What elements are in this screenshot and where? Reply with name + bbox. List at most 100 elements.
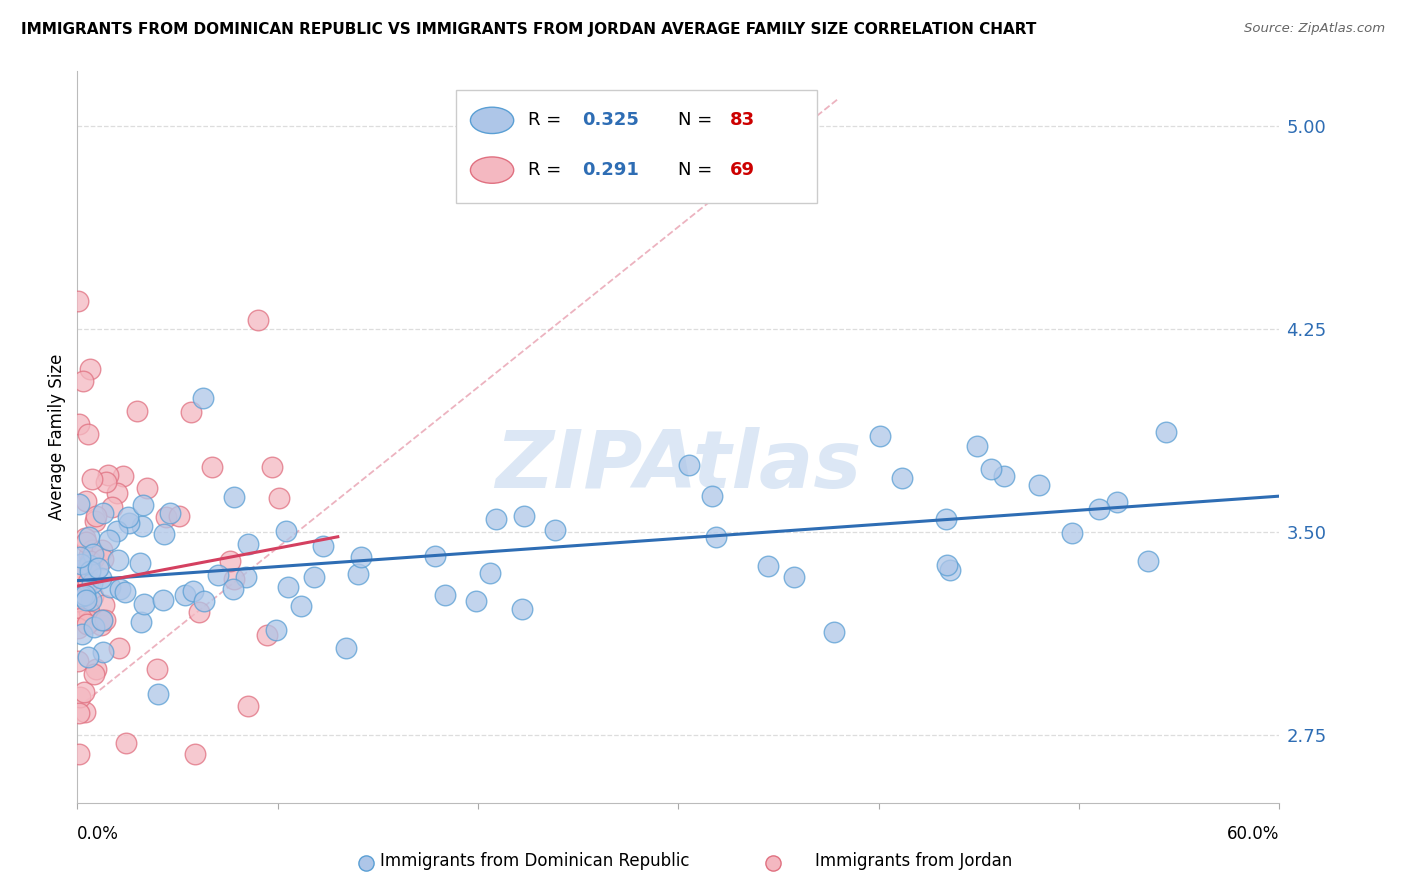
Point xyxy=(433,588,456,602)
Point xyxy=(70,627,93,641)
Point xyxy=(118,516,141,531)
Point xyxy=(67,654,90,668)
Point xyxy=(105,485,128,500)
Point xyxy=(114,736,136,750)
Point xyxy=(77,548,100,562)
Point xyxy=(136,481,159,495)
Point xyxy=(91,506,114,520)
Point xyxy=(938,563,960,577)
Point xyxy=(75,593,97,607)
Point xyxy=(159,507,181,521)
Point xyxy=(354,855,377,870)
Point xyxy=(84,662,107,676)
Point xyxy=(69,558,91,572)
Point xyxy=(935,512,957,526)
Point xyxy=(83,667,105,681)
Point xyxy=(180,405,202,419)
Point xyxy=(678,458,700,473)
Point xyxy=(91,552,114,566)
Point xyxy=(77,574,100,589)
Point xyxy=(77,530,100,544)
Point xyxy=(72,582,94,597)
Point xyxy=(290,599,312,614)
Point xyxy=(69,550,91,565)
Point xyxy=(67,497,90,511)
Point xyxy=(174,588,197,602)
Point xyxy=(146,688,169,702)
Point xyxy=(98,533,121,548)
Point xyxy=(131,615,153,630)
Point xyxy=(1060,526,1083,541)
Point xyxy=(97,468,120,483)
Text: 83: 83 xyxy=(730,112,755,129)
Point xyxy=(758,559,780,574)
Point xyxy=(238,698,260,713)
Point xyxy=(465,594,488,608)
Point xyxy=(155,509,177,524)
Point xyxy=(93,598,115,612)
Point xyxy=(187,605,209,619)
Point xyxy=(90,571,112,585)
Point xyxy=(69,570,91,584)
Point xyxy=(67,294,90,309)
Circle shape xyxy=(471,157,513,183)
Point xyxy=(117,510,139,524)
Point xyxy=(993,469,1015,483)
Point xyxy=(302,570,325,584)
Text: ZIPAtlas: ZIPAtlas xyxy=(495,427,862,506)
Point xyxy=(966,439,988,453)
Point xyxy=(67,593,90,607)
Point xyxy=(423,549,446,563)
Point xyxy=(75,494,97,508)
Point xyxy=(484,512,506,526)
Point xyxy=(129,556,152,570)
Point xyxy=(235,570,257,584)
Point xyxy=(510,601,533,615)
Point xyxy=(346,567,368,582)
Text: 60.0%: 60.0% xyxy=(1227,825,1279,843)
Point xyxy=(91,645,114,659)
Point xyxy=(274,524,297,539)
Point xyxy=(73,588,96,602)
Point xyxy=(246,313,269,327)
Point xyxy=(69,611,91,625)
Point xyxy=(75,705,97,719)
Point xyxy=(75,535,97,549)
Point xyxy=(980,462,1002,476)
Point xyxy=(935,558,957,572)
Text: 0.0%: 0.0% xyxy=(77,825,120,843)
Text: N =: N = xyxy=(679,112,713,129)
Point xyxy=(201,459,224,474)
Point xyxy=(67,417,90,431)
Point xyxy=(108,641,131,656)
Point xyxy=(181,584,204,599)
Point xyxy=(82,543,104,558)
Text: 69: 69 xyxy=(730,161,755,179)
Point xyxy=(98,581,121,595)
Point xyxy=(127,404,149,418)
Point xyxy=(77,599,100,614)
Point xyxy=(79,554,101,568)
Point xyxy=(72,574,94,589)
Point xyxy=(108,582,131,596)
Point xyxy=(891,471,914,485)
Point xyxy=(79,564,101,578)
Point xyxy=(79,614,101,628)
Y-axis label: Average Family Size: Average Family Size xyxy=(48,354,66,520)
Point xyxy=(191,391,214,405)
Point xyxy=(90,613,112,627)
Point xyxy=(82,590,104,604)
Text: Source: ZipAtlas.com: Source: ZipAtlas.com xyxy=(1244,22,1385,36)
Point xyxy=(131,519,153,533)
Point xyxy=(132,499,155,513)
Point xyxy=(111,469,134,483)
Point xyxy=(207,567,229,582)
Point xyxy=(70,591,93,605)
Text: Immigrants from Jordan: Immigrants from Jordan xyxy=(815,852,1012,870)
Point xyxy=(105,524,128,539)
Point xyxy=(90,617,112,632)
Point xyxy=(107,553,129,567)
Point xyxy=(219,554,242,568)
Point xyxy=(67,610,90,624)
Point xyxy=(79,362,101,376)
